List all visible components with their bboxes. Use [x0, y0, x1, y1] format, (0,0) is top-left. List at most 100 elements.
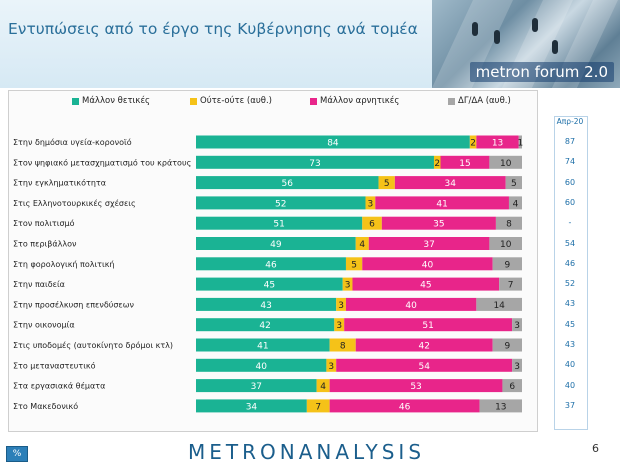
data-label: 13 [495, 402, 506, 412]
footer-logo: METRONANALYSIS [188, 440, 426, 464]
bar-segment [196, 135, 470, 149]
comparison-value: 46 [564, 258, 576, 268]
data-label: 84 [327, 139, 339, 149]
header-photo: metron forum 2.0 [432, 0, 620, 88]
header-banner: Εντυπώσεις από το έργο της Κυβέρνησης αν… [0, 0, 620, 88]
bar-segment [505, 176, 522, 190]
data-label: 9 [504, 342, 510, 352]
legend-label: Μάλλον αρνητικές [320, 96, 400, 106]
bar-segment [394, 176, 506, 190]
bar-segment [355, 237, 369, 250]
data-label: 34 [246, 402, 258, 412]
bar-segment [196, 216, 363, 230]
bar-segment [329, 379, 503, 393]
data-label: 8 [340, 342, 346, 352]
bar-segment [512, 358, 522, 372]
bar-segment [476, 297, 522, 311]
bar-segment [378, 176, 395, 190]
bar-segment [306, 399, 330, 413]
bar-segment [342, 277, 353, 291]
data-label: 45 [264, 281, 275, 291]
data-label: 2 [434, 159, 440, 169]
bar-segment [495, 216, 522, 230]
comparison-value: 74 [564, 157, 576, 167]
legend-item-neutral: Ούτε-ούτε (αυθ.) [190, 96, 272, 106]
bar-segment [196, 297, 337, 311]
bar-segment [352, 277, 500, 291]
data-label: 53 [410, 382, 421, 392]
data-label: 3 [338, 301, 344, 311]
data-label: 45 [420, 281, 431, 291]
bar-segment [196, 338, 330, 352]
bar-segment [336, 297, 346, 311]
legend-swatch [190, 97, 197, 105]
category-label: Στην παιδεία [13, 280, 65, 289]
bar-segment [469, 135, 477, 149]
data-label: 41 [257, 342, 268, 352]
data-label: 6 [369, 220, 375, 230]
data-label: 6 [509, 382, 515, 392]
bar-segment [381, 216, 496, 230]
comparison-value: 87 [564, 137, 576, 146]
data-label: 73 [309, 159, 320, 169]
percent-badge: % [6, 446, 28, 462]
data-label: 52 [275, 199, 286, 209]
data-label: 46 [399, 402, 411, 412]
comparison-header: Απρ-20 [556, 117, 584, 126]
bar-segment [375, 196, 509, 210]
comparison-value: 40 [564, 380, 576, 390]
bar-segment [196, 196, 366, 210]
data-label: 4 [513, 199, 519, 209]
data-label: 43 [260, 301, 271, 311]
bar-segment [492, 257, 522, 271]
data-label: 5 [351, 260, 357, 270]
data-label: 3 [336, 321, 342, 331]
bar-segment [433, 155, 441, 169]
comparison-value: 40 [564, 360, 576, 370]
bar-segment [196, 358, 327, 372]
data-label: 3 [368, 199, 374, 209]
comparison-value: 60 [564, 177, 576, 187]
bar-segment [489, 237, 522, 250]
bar-segment [196, 176, 379, 190]
bar-segment [489, 155, 522, 169]
bar-segment [345, 297, 477, 311]
data-label: 5 [511, 179, 517, 189]
category-label: Στο Μακεδονικό [13, 401, 78, 411]
bar-segment [476, 135, 519, 149]
data-label: 54 [418, 362, 430, 372]
comparison-value: 52 [564, 279, 576, 289]
data-label: 51 [422, 321, 433, 331]
bar-segment [368, 237, 490, 250]
data-label: 34 [445, 179, 457, 189]
bar-segment [512, 318, 522, 332]
legend-item-positive: Μάλλον θετικές [72, 96, 150, 106]
comparison-column [554, 116, 588, 430]
bar-segment [344, 318, 513, 332]
bar-segment [329, 338, 356, 352]
bar-segment [440, 155, 490, 169]
category-label: Στις Ελληνοτουρκικές σχέσεις [13, 198, 136, 208]
comparison-value: 45 [564, 319, 576, 329]
bar-segment [362, 216, 382, 230]
bar-segment [334, 318, 345, 332]
legend-item-negative: Μάλλον αρνητικές [310, 96, 399, 106]
data-label: 42 [259, 321, 270, 331]
bar-segment [329, 399, 480, 413]
data-label: 5 [384, 179, 390, 189]
data-label: 56 [282, 179, 294, 189]
category-label: Στις υποδομές (αυτοκίνητο δρόμοι κτλ) [13, 340, 173, 350]
bar-segment [365, 196, 376, 210]
data-label: 46 [265, 260, 277, 270]
chart-legend: Μάλλον θετικές Ούτε-ούτε (αυθ.) Μάλλον α… [72, 96, 532, 110]
bar-segment [196, 237, 356, 250]
category-label: Στην εγκληματικότητα [13, 178, 106, 188]
brand-logo: metron forum 2.0 [469, 62, 614, 82]
bar-segment [196, 318, 335, 332]
data-label: 3 [328, 362, 334, 372]
bar-segment [362, 257, 493, 271]
category-label: Στο μεταναστευτικό [13, 360, 96, 370]
comparison-value: 54 [564, 238, 576, 248]
data-label: 51 [273, 220, 284, 230]
category-label: Στην οικονομία [13, 321, 75, 330]
